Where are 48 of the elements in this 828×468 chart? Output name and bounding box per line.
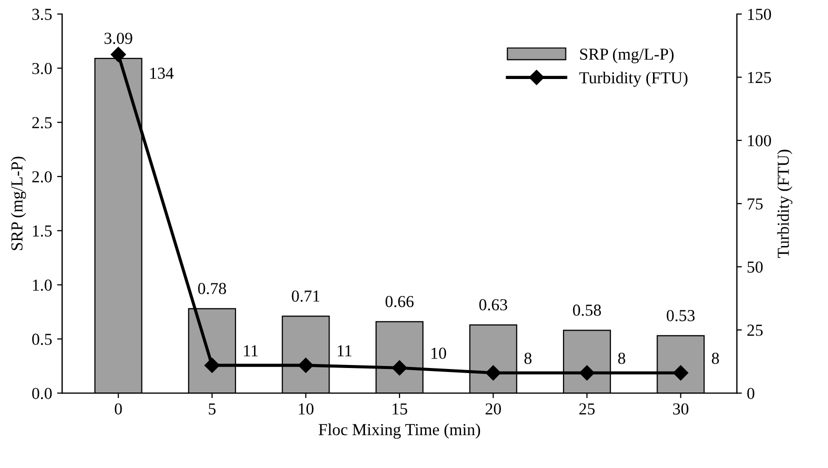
point [204,358,220,373]
y-tick-label: 0.5 [32,334,52,345]
data-label: 8 [524,352,532,364]
data-label: 0.66 [386,296,414,308]
y-tick-label: 3.0 [32,62,52,74]
point [673,365,688,380]
x-tick-label: 15 [392,403,408,415]
point [392,360,408,376]
point [298,358,314,373]
y-tick-label: 3.5 [32,8,52,20]
point [110,46,126,62]
y2-axis-title: Turbidity (FTU) [777,150,792,258]
legend-label: SRP (mg/L-P) [580,48,674,64]
point [486,365,501,380]
data-label: 0.71 [292,290,320,302]
legend-label: Turbidity (FTU) [579,72,688,87]
y-tick-label: 1.5 [33,225,52,237]
point [579,365,595,380]
data-label: 134 [150,68,174,79]
data-label: 10 [432,348,446,359]
data-label: 0.58 [573,304,601,316]
data-label: 3.09 [104,32,132,44]
x-tick-label: 30 [673,403,688,415]
data-label: 0.63 [479,299,508,310]
data-label: 11 [338,345,352,356]
y-tick-label: 0.0 [32,388,52,400]
data-label: 11 [244,345,258,356]
x-axis-title: Floc Mixing Time (min) [318,424,480,439]
x-tick-label: 10 [298,403,314,415]
data-label: 8 [712,352,719,364]
x-tick-label: 20 [486,403,501,415]
y2-tick-label: 125 [748,72,771,84]
data-label: 8 [618,352,626,364]
y-tick-label: 2.0 [32,171,52,183]
y2-tick-label: 0 [747,388,754,400]
y2-tick-label: 50 [748,261,763,273]
y2-tick-label: 150 [748,8,772,20]
data-label: 0.78 [198,282,226,294]
y-axis-title: SRP (mg/L-P) [10,156,26,250]
y2-tick-label: 100 [748,135,772,146]
y2-tick-label: 75 [748,198,763,210]
data-label: 0.53 [666,310,695,322]
x-tick-label: 0 [114,403,122,415]
x-tick-label: 25 [579,403,595,415]
y-tick-label: 1.0 [33,280,52,291]
y2-tick-label: 25 [747,324,763,336]
y-tick-label: 2.5 [32,117,52,128]
x-tick-label: 5 [208,403,216,415]
